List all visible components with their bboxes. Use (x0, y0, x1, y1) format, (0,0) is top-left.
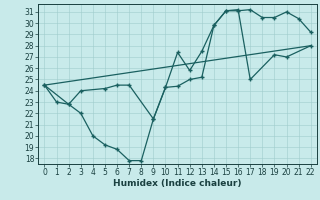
X-axis label: Humidex (Indice chaleur): Humidex (Indice chaleur) (113, 179, 242, 188)
